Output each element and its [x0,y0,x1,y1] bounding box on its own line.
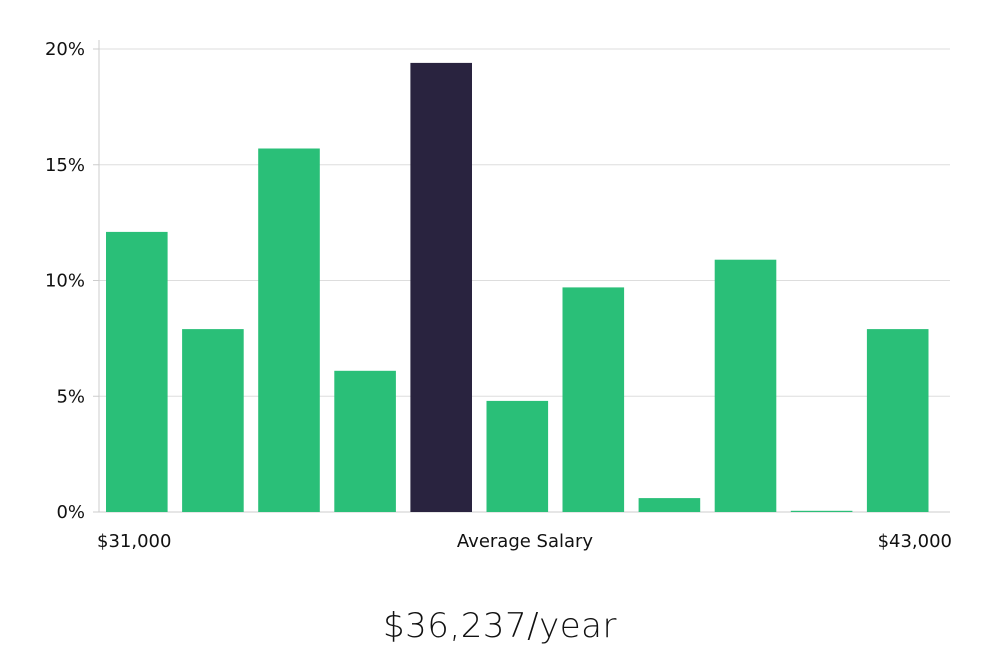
average-salary-value: $36,237/year [383,606,617,646]
bar [182,329,244,512]
bar [258,148,320,512]
salary-distribution-chart: 0% 5% 10% 15% 20% $31,000 Average Salary $43… [45,39,952,552]
x-range-max-label: $43,000 [878,531,952,552]
y-tick-label: 20% [45,39,85,60]
y-tick-label: 5% [56,386,85,407]
bar [106,231,168,512]
y-axis-ticks: 0% 5% 10% 15% 20% [45,39,99,523]
bar [562,287,625,512]
bar [334,370,396,512]
y-tick-label: 0% [56,502,85,523]
bar [486,400,549,512]
y-tick-label: 15% [45,155,85,176]
highlighted-bar [410,62,472,513]
gridlines [99,48,950,397]
bars [106,62,929,513]
bar [714,259,777,512]
bar [638,498,701,512]
bar [866,329,929,512]
x-axis-label: Average Salary [457,531,594,552]
bar [790,510,853,512]
x-range-min-label: $31,000 [97,531,171,552]
y-tick-label: 10% [45,271,85,292]
